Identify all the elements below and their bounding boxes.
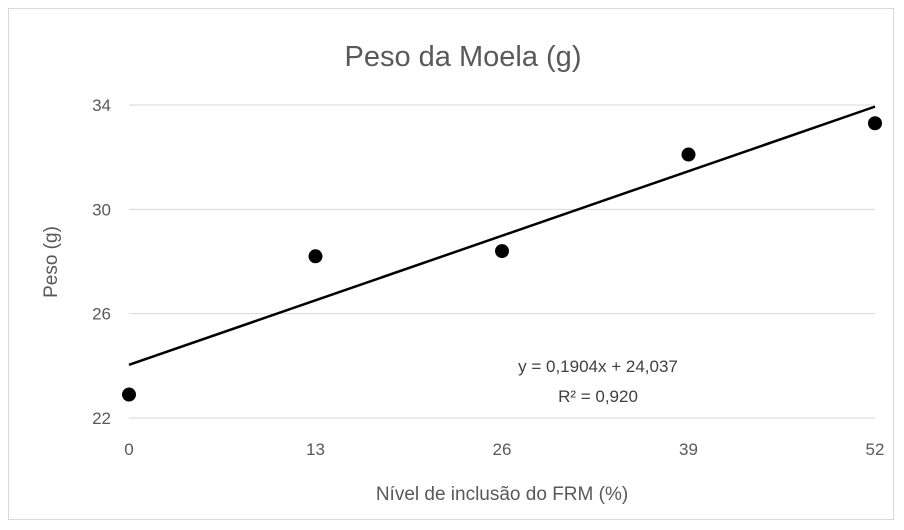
y-tick-label: 22 [92,409,111,428]
y-axis-title: Peso (g) [41,226,62,298]
chart-title: Peso da Moela (g) [345,41,582,73]
data-point [868,116,882,131]
data-point [495,244,509,259]
x-tick-label: 52 [866,440,885,459]
data-points [122,116,882,402]
y-tick-label: 26 [92,305,111,324]
trendline-r-squared: R² = 0,920 [558,387,638,406]
y-tick-label: 30 [92,200,111,219]
gridlines [129,104,875,419]
trendline [128,105,876,367]
y-axis-ticks: 22 26 30 34 [92,96,111,428]
data-point [122,387,136,402]
trendline-group [128,105,876,367]
x-axis-title: Nível de inclusão do FRM (%) [376,484,628,505]
x-tick-label: 26 [493,440,512,459]
chart-frame [8,8,894,520]
trendline-equation: y = 0,1904x + 24,037 [518,357,678,376]
x-tick-label: 13 [306,440,325,459]
data-point [681,147,696,162]
x-tick-label: 0 [124,440,133,459]
y-tick-label: 34 [92,96,111,115]
x-tick-label: 39 [679,440,698,459]
x-axis-ticks: 0 13 26 39 52 [124,440,884,459]
data-point [308,249,323,264]
